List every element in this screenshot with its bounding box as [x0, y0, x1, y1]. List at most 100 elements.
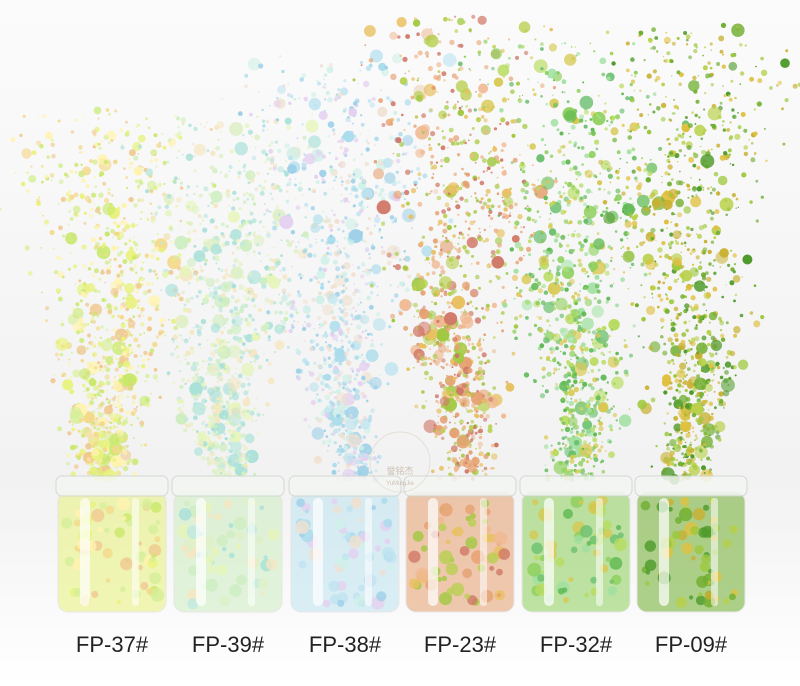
glitter-particle	[649, 194, 654, 200]
glitter-particle	[193, 229, 197, 233]
glitter-particle	[521, 299, 533, 311]
glitter-particle	[529, 273, 535, 279]
glitter-particle	[339, 371, 344, 375]
glitter-particle	[235, 345, 240, 350]
glitter-particle	[125, 120, 128, 124]
glitter-particle	[702, 65, 708, 71]
glitter-particle	[363, 80, 370, 88]
glitter-particle	[315, 396, 318, 399]
glitter-particle	[327, 385, 331, 389]
glitter-particle	[302, 135, 307, 140]
glitter-particle	[419, 241, 424, 246]
glitter-particle	[228, 429, 232, 433]
glitter-particle	[651, 297, 654, 299]
glitter-particle	[136, 343, 141, 348]
glitter-particle	[306, 362, 310, 366]
glitter-particle	[521, 94, 524, 97]
glitter-particle	[566, 244, 570, 248]
glitter-particle	[435, 182, 440, 188]
glitter-particle	[643, 59, 646, 62]
glitter-particle	[691, 195, 694, 198]
glitter-particle	[659, 298, 664, 302]
glitter-particle	[335, 266, 341, 272]
glitter-particle	[133, 264, 138, 268]
glitter-particle	[162, 271, 169, 278]
glitter-particle	[719, 266, 722, 268]
glitter-particle	[329, 167, 335, 173]
glitter-particle	[519, 95, 521, 97]
glitter-particle	[104, 405, 113, 415]
glitter-particle	[285, 199, 290, 204]
glitter-particle	[71, 427, 75, 432]
glitter-particle	[583, 124, 588, 129]
glitter-particle	[227, 438, 231, 442]
glitter-particle	[371, 264, 382, 275]
glitter-particle	[93, 441, 99, 446]
glitter-particle	[174, 235, 189, 250]
glitter-particle	[232, 468, 236, 471]
glitter-particle	[575, 430, 579, 434]
glitter-particle	[142, 166, 144, 169]
glitter-particle	[488, 152, 491, 155]
glitter-particle	[350, 323, 353, 325]
glitter-particle	[583, 195, 588, 199]
glitter-particle	[253, 407, 257, 411]
glitter-particle	[425, 400, 428, 402]
glitter-particle	[366, 197, 370, 200]
glitter-particle	[457, 213, 460, 216]
glitter-particle	[359, 460, 364, 465]
glitter-particle	[284, 310, 289, 315]
glitter-particle	[451, 197, 453, 200]
glitter-particle	[256, 235, 261, 240]
glitter-particle	[407, 70, 410, 73]
glitter-particle	[21, 148, 32, 159]
glitter-particle	[605, 300, 609, 304]
glitter-particle	[42, 114, 46, 118]
glitter-particle	[563, 210, 567, 214]
glitter-particle	[261, 149, 267, 155]
glitter-particle	[559, 350, 562, 353]
glitter-particle	[436, 91, 439, 93]
glitter-particle	[660, 326, 664, 329]
glitter-particle	[236, 197, 240, 201]
glitter-particle	[289, 93, 293, 97]
glitter-particle	[94, 224, 100, 230]
glitter-particle	[456, 387, 464, 395]
glitter-particle	[590, 383, 593, 386]
glitter-particle	[202, 385, 208, 391]
glitter-particle	[369, 49, 383, 63]
glitter-particle	[324, 98, 327, 101]
glitter-particle	[439, 384, 444, 389]
glitter-particle	[179, 360, 182, 363]
glitter-particle	[336, 240, 339, 243]
glitter-particle	[163, 197, 168, 201]
glitter-particle	[672, 257, 682, 267]
glitter-particle	[158, 395, 162, 399]
glitter-particle	[370, 245, 376, 250]
glitter-particle	[315, 378, 318, 381]
glitter-particle	[78, 145, 83, 150]
glitter-particle	[785, 49, 789, 53]
glitter-particle	[323, 191, 328, 196]
glitter-particle	[447, 345, 449, 348]
glitter-particle	[230, 450, 234, 453]
glitter-particle	[204, 242, 207, 245]
glitter-particle	[488, 214, 491, 217]
glitter-particle	[107, 191, 111, 195]
glitter-particle	[691, 284, 694, 287]
glitter-particle	[364, 240, 367, 243]
glitter-particle	[493, 77, 504, 87]
glitter-particle	[721, 64, 726, 69]
glitter-particle	[366, 449, 371, 453]
glitter-particle	[50, 142, 55, 147]
glitter-particle	[343, 262, 351, 270]
glitter-particle	[186, 257, 197, 268]
glitter-particle	[501, 285, 505, 289]
glitter-particle	[233, 423, 236, 426]
glitter-particle	[454, 412, 460, 418]
glitter-particle	[214, 441, 219, 446]
glitter-particle	[275, 118, 279, 122]
glitter-particle	[358, 354, 362, 359]
glitter-particle	[266, 310, 271, 315]
glitter-particle	[322, 211, 324, 213]
